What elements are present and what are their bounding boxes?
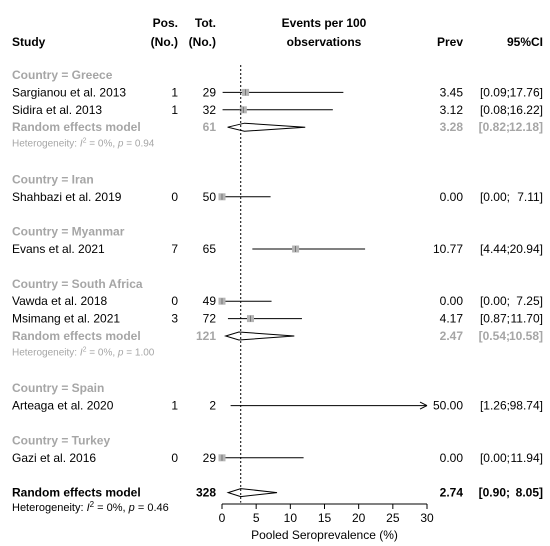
prev-value: 4.17 (440, 312, 464, 326)
header-study: Study (12, 35, 46, 49)
ci-upper: 16.22] (510, 103, 543, 117)
prev-value: 2.47 (440, 329, 464, 343)
ci-upper: 12.18] (509, 120, 543, 134)
column-headers: Study Pos. (No.) Tot. (No.) Events per 1… (12, 16, 543, 49)
prev-value: 3.12 (440, 103, 464, 117)
ci-upper: 7.11] (517, 190, 543, 204)
pos-count: 1 (171, 85, 178, 99)
tot-count: 32 (203, 103, 217, 117)
heterogeneity-text: Heterogeneity: I2 = 0%, p = 0.94 (12, 138, 155, 150)
ci-upper: 11.94] (511, 451, 543, 465)
subgroup-model-label: Random effects model (12, 120, 141, 134)
ci-upper: 98.74] (510, 399, 543, 413)
pos-count: 3 (171, 312, 178, 326)
prev-value: 3.45 (440, 85, 464, 99)
subgroup-label: Country = Spain (12, 381, 104, 395)
study-name: Evans et al. 2021 (12, 242, 105, 256)
header-ci: 95%CI (507, 35, 543, 49)
ci-lower: [0.00; (480, 451, 510, 465)
subgroup-label: Country = Turkey (12, 433, 110, 447)
pos-count: 7 (171, 242, 178, 256)
prev-value: 0.00 (440, 190, 464, 204)
study-name: Msimang et al. 2021 (12, 312, 120, 326)
overall-model-label: Random effects model (12, 486, 141, 500)
tot-count: 49 (203, 294, 217, 308)
tot-count: 29 (203, 85, 217, 99)
prev-value: 0.00 (440, 294, 464, 308)
subgroup-diamond (223, 331, 295, 341)
tot-count: 65 (203, 242, 217, 256)
study-name: Sidira et al. 2013 (12, 103, 102, 117)
ci-upper: 11.70] (511, 312, 543, 326)
subgroup-diamond (227, 122, 306, 132)
header-pos-line2: (No.) (151, 35, 178, 49)
ci-upper: 7.25] (516, 294, 543, 308)
ci-lower: [0.54; (479, 329, 510, 343)
x-tick-label: 10 (284, 511, 298, 525)
heterogeneity-text: Heterogeneity: I2 = 0%, p = 0.46 (12, 500, 169, 514)
ci-lower: [0.87; (480, 312, 510, 326)
x-tick-label: 5 (253, 511, 260, 525)
study-name: Shahbazi et al. 2019 (12, 190, 122, 204)
ci-upper: 17.76] (510, 85, 543, 99)
header-tot-line1: Tot. (195, 16, 216, 30)
arrow-right-icon (419, 401, 428, 410)
tot-count: 328 (196, 486, 216, 500)
ci-lower: [0.08; (480, 103, 510, 117)
subgroup-label: Country = Greece (12, 68, 113, 82)
study-name: Sargianou et al. 2013 (12, 85, 126, 99)
header-tot-line2: (No.) (189, 35, 216, 49)
ci-upper: 8.05] (516, 486, 543, 500)
overall-diamond (226, 488, 278, 498)
ci-lower: [0.90; (479, 486, 510, 500)
x-tick-label: 25 (386, 511, 400, 525)
pos-count: 1 (171, 399, 178, 413)
tot-count: 61 (203, 120, 217, 134)
heterogeneity-text: Heterogeneity: I2 = 0%, p = 1.00 (12, 346, 155, 358)
ci-lower: [1.26; (480, 399, 510, 413)
study-name: Arteaga et al. 2020 (12, 399, 114, 413)
x-tick-label: 20 (352, 511, 366, 525)
ci-lower: [4.44; (480, 242, 510, 256)
prev-value: 10.77 (433, 242, 463, 256)
x-tick-label: 30 (420, 511, 434, 525)
header-events-line2: observations (287, 35, 362, 49)
header-events-line1: Events per 100 (282, 16, 367, 30)
x-tick-label: 0 (219, 511, 226, 525)
prev-value: 2.74 (440, 486, 464, 500)
tot-count: 50 (203, 190, 217, 204)
tot-count: 29 (203, 451, 217, 465)
ci-lower: [0.00; (480, 294, 510, 308)
pos-count: 0 (171, 190, 178, 204)
subgroup-label: Country = South Africa (12, 277, 143, 291)
ci-upper: 20.94] (510, 242, 543, 256)
subgroup-label: Country = Iran (12, 172, 94, 186)
ci-lower: [0.82; (479, 120, 510, 134)
study-name: Vawda et al. 2018 (12, 294, 108, 308)
pos-count: 1 (171, 103, 178, 117)
prev-value: 0.00 (440, 451, 464, 465)
subgroup-model-label: Random effects model (12, 329, 141, 343)
x-axis: 0 5 10 15 20 25 30 Pooled Seroprevalence (%) (219, 65, 434, 542)
pos-count: 0 (171, 294, 178, 308)
study-name: Gazi et al. 2016 (12, 451, 96, 465)
prev-value: 3.28 (440, 120, 464, 134)
ci-lower: [0.00; (480, 190, 510, 204)
ci-lower: [0.09; (480, 85, 510, 99)
tot-count: 121 (196, 329, 216, 343)
tot-count: 2 (209, 399, 216, 413)
header-pos-line1: Pos. (153, 16, 178, 30)
pos-count: 0 (171, 451, 178, 465)
subgroup-label: Country = Myanmar (12, 225, 125, 239)
tot-count: 72 (203, 312, 217, 326)
prev-value: 50.00 (433, 399, 463, 413)
ci-upper: 10.58] (509, 329, 543, 343)
x-tick-label: 15 (318, 511, 332, 525)
x-axis-label: Pooled Seroprevalence (%) (251, 528, 398, 542)
header-prev: Prev (437, 35, 463, 49)
